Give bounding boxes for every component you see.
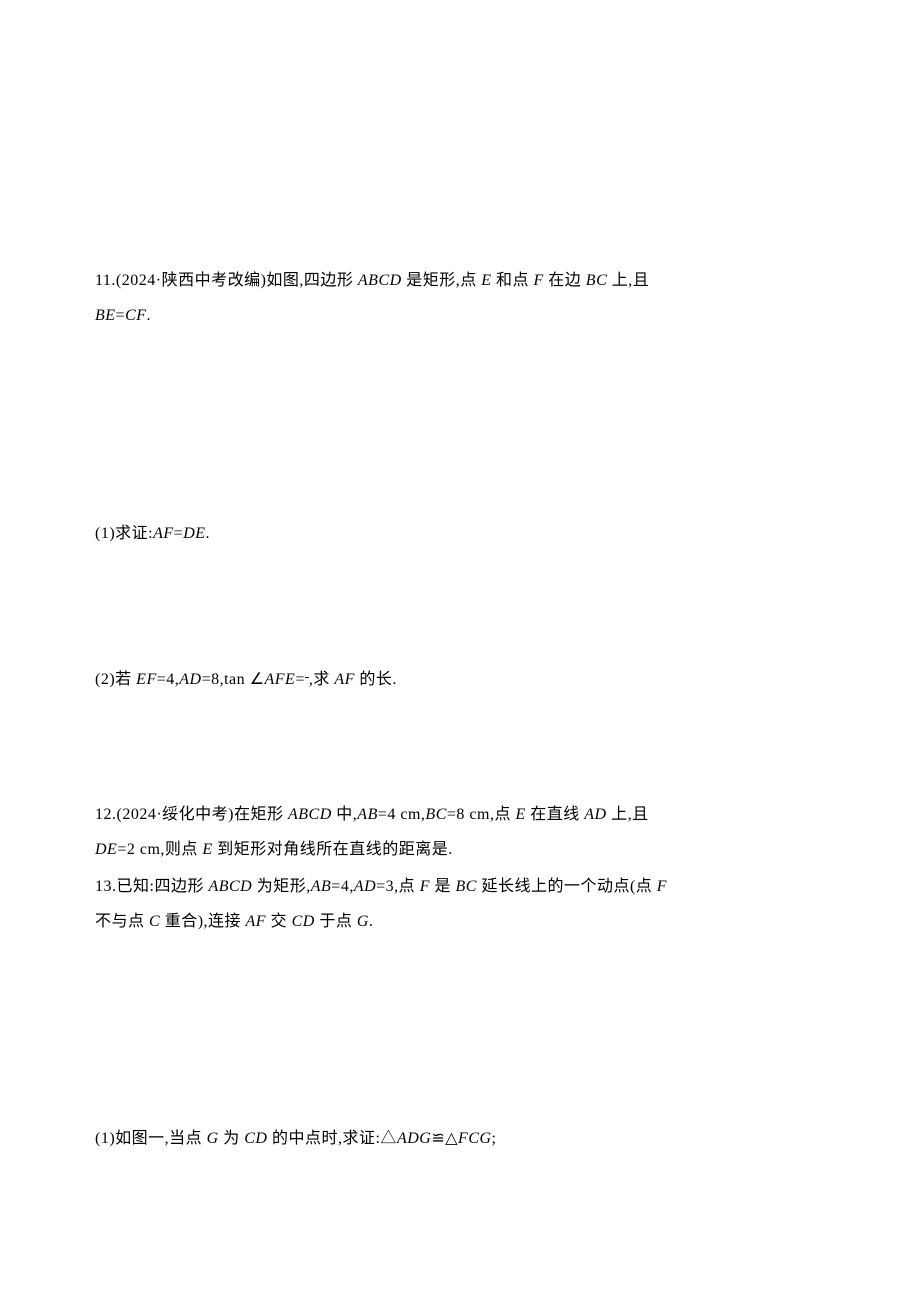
q12-E: E xyxy=(515,806,525,823)
q11-p2-t6: 的长. xyxy=(355,671,397,688)
q11-eq2: = xyxy=(174,525,184,542)
q11-stem-t1: 11.(2024·陕西中考改编)如图,四边形 xyxy=(95,272,358,289)
q11-p2-t1: (2)若 xyxy=(95,671,136,688)
q11-AFE: AFE xyxy=(265,671,296,688)
q11-abcd: ABCD xyxy=(358,272,402,289)
q11-t2: 是矩形,点 xyxy=(402,272,482,289)
q11-AF2: AF xyxy=(334,671,355,688)
q11-dot: . xyxy=(147,307,152,324)
q11-p1-dot: . xyxy=(206,525,211,542)
q12-E2: E xyxy=(202,841,212,858)
q13-part1: (1)如图一,当点 G 为 CD 的中点时,求证:△ADG≌△FCG; xyxy=(95,1121,825,1156)
q11-E: E xyxy=(481,272,491,289)
q13-p1-t5: ; xyxy=(492,1130,497,1147)
q11-t5: 上,且 xyxy=(607,272,649,289)
q12-t1: 12.(2024·绥化中考)在矩形 xyxy=(95,806,288,823)
q13-p1-t2: 为 xyxy=(219,1130,245,1147)
q13-t10: 于点 xyxy=(315,913,357,930)
fig-q11 xyxy=(310,343,610,493)
q13-G: G xyxy=(357,913,369,930)
q12-t6: 上,且 xyxy=(607,806,649,823)
q12-t3: =4 cm, xyxy=(378,806,426,823)
q11-AD: AD xyxy=(179,671,201,688)
q12-AB: AB xyxy=(357,806,378,823)
q13-CD: CD xyxy=(292,913,315,930)
q13-AF: AF xyxy=(246,913,267,930)
q13-F2: F xyxy=(657,878,667,895)
q12-t2: 中, xyxy=(332,806,358,823)
fig-q13 xyxy=(310,954,610,1104)
q11-BE: BE xyxy=(95,307,116,324)
q13-t6: 延长线上的一个动点(点 xyxy=(477,878,657,895)
q11-EF: EF xyxy=(136,671,157,688)
q12-t4: =8 cm,点 xyxy=(447,806,516,823)
q13-p1-t1: (1)如图一,当点 xyxy=(95,1130,207,1147)
q13-G2: G xyxy=(207,1130,219,1147)
q11-eq1: = xyxy=(116,307,126,324)
q13-t7: 不与点 xyxy=(95,913,149,930)
q13-t9: 交 xyxy=(266,913,292,930)
q13-ADG: ADG xyxy=(397,1130,431,1147)
q11-t4: 在边 xyxy=(544,272,586,289)
q11-CF: CF xyxy=(125,307,146,324)
q13-t3: =4, xyxy=(331,878,354,895)
q13-p1-t4: ≌△ xyxy=(431,1130,458,1147)
q12-t5: 在直线 xyxy=(526,806,585,823)
q11-frac-num xyxy=(305,677,309,678)
q13-CD2: CD xyxy=(244,1130,267,1147)
fig-q13-wrap xyxy=(95,954,825,1109)
q11-p1-t1: (1)求证: xyxy=(95,525,153,542)
q12-t8: 到矩形对角线所在直线的距离是 xyxy=(213,841,449,858)
q11-stem: 11.(2024·陕西中考改编)如图,四边形 ABCD 是矩形,点 E 和点 F… xyxy=(95,263,825,333)
q11-frac xyxy=(305,677,309,678)
q11-DE: DE xyxy=(183,525,205,542)
q12-t9: . xyxy=(448,841,453,858)
q13-t4: =3,点 xyxy=(376,878,420,895)
q13-t1: 13.已知:四边形 xyxy=(95,878,208,895)
q13-AB: AB xyxy=(311,878,332,895)
q13-p1-t3: 的中点时,求证:△ xyxy=(267,1130,396,1147)
q13-ABCD: ABCD xyxy=(208,878,252,895)
q13-stem: 13.已知:四边形 ABCD 为矩形,AB=4,AD=3,点 F 是 BC 延长… xyxy=(95,869,825,939)
q11-BC: BC xyxy=(586,272,607,289)
q12-t7: =2 cm,则点 xyxy=(117,841,202,858)
q13-t2: 为矩形, xyxy=(252,878,311,895)
q11-t3: 和点 xyxy=(491,272,533,289)
fig-top-wrap xyxy=(95,90,825,245)
q11-p2-t5: ,求 xyxy=(309,671,335,688)
q11-part2: (2)若 EF=4,AD=8,tan ∠AFE=,求 AF 的长. xyxy=(95,662,825,697)
q13-t11: . xyxy=(369,913,374,930)
q13-F: F xyxy=(420,878,430,895)
q11-p2-t2: =4, xyxy=(157,671,180,688)
fig-q11-wrap xyxy=(95,343,825,498)
q11-p2-t4: = xyxy=(295,671,305,688)
q12: 12.(2024·绥化中考)在矩形 ABCD 中,AB=4 cm,BC=8 cm… xyxy=(95,797,825,867)
q12-DE: DE xyxy=(95,841,117,858)
q12-AD: AD xyxy=(584,806,606,823)
q13-C: C xyxy=(149,913,160,930)
q11-p2-t3: =8,tan ∠ xyxy=(202,671,265,688)
q13-t8: 重合),连接 xyxy=(160,913,245,930)
q13-t5: 是 xyxy=(430,878,456,895)
q13-AD: AD xyxy=(354,878,376,895)
fig-top xyxy=(310,90,610,240)
q12-ABCD: ABCD xyxy=(288,806,332,823)
q12-BC: BC xyxy=(425,806,446,823)
q11-AF: AF xyxy=(153,525,174,542)
q11-part1: (1)求证:AF=DE. xyxy=(95,516,825,551)
q11-F: F xyxy=(534,272,544,289)
q13-FCG: FCG xyxy=(458,1130,492,1147)
q13-BC: BC xyxy=(455,878,476,895)
